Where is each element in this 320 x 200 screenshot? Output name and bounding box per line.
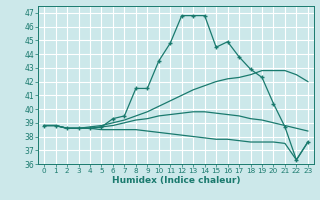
X-axis label: Humidex (Indice chaleur): Humidex (Indice chaleur) <box>112 176 240 185</box>
